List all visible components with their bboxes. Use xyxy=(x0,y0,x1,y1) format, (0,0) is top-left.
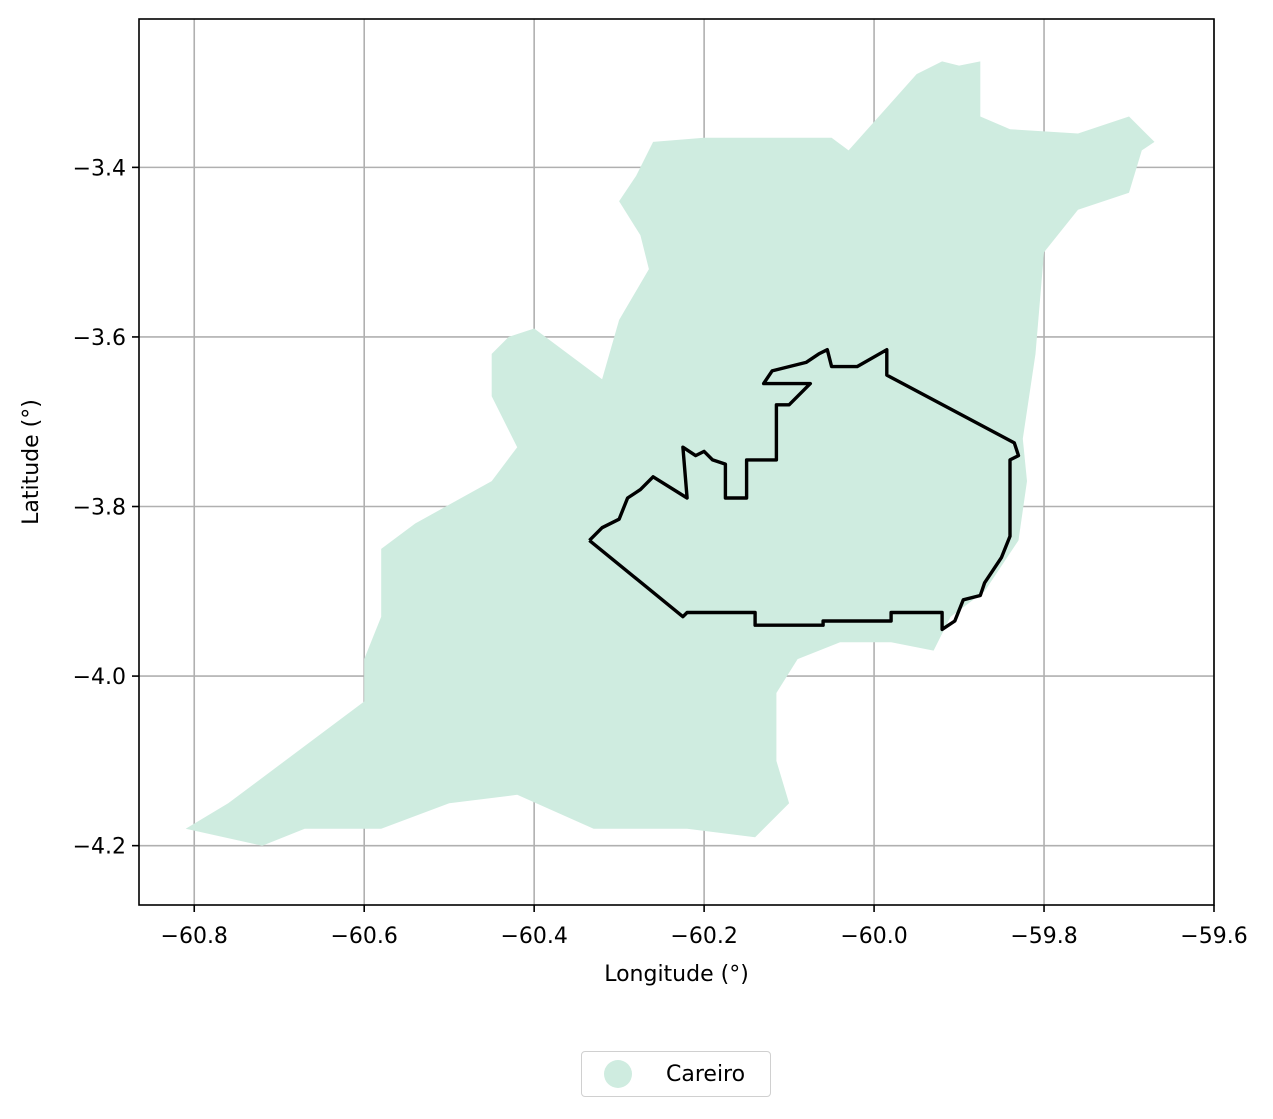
region-careiro xyxy=(185,61,1155,846)
x-tick-label: −60.2 xyxy=(670,924,737,949)
x-tick-label: −60.4 xyxy=(500,924,567,949)
x-tick-label: −59.6 xyxy=(1180,924,1247,949)
map-layers xyxy=(185,61,1155,846)
y-tick-label: −4.2 xyxy=(73,835,126,860)
x-tick-label: −59.8 xyxy=(1010,924,1077,949)
y-tick-label: −3.6 xyxy=(73,326,126,351)
x-tick-label: −60.0 xyxy=(840,924,907,949)
legend-swatch-careiro xyxy=(604,1060,632,1088)
axis-ticks: −60.8 −60.6 −60.4 −60.2 −60.0 −59.8 −59.6 −3.4 −… xyxy=(73,156,1248,949)
legend: Careiro xyxy=(581,1051,771,1097)
x-tick-label: −60.8 xyxy=(161,924,228,949)
y-tick-label: −3.4 xyxy=(73,156,126,181)
x-tick-label: −60.6 xyxy=(330,924,397,949)
y-tick-label: −4.0 xyxy=(73,665,126,690)
legend-label-careiro: Careiro xyxy=(666,1061,746,1087)
boundary-outline xyxy=(588,348,1021,632)
y-tick-label: −3.8 xyxy=(73,496,126,521)
axes-frame xyxy=(138,18,1215,906)
y-axis-title: Latitude (°) xyxy=(19,399,44,525)
x-axis-title: Longitude (°) xyxy=(604,962,749,987)
